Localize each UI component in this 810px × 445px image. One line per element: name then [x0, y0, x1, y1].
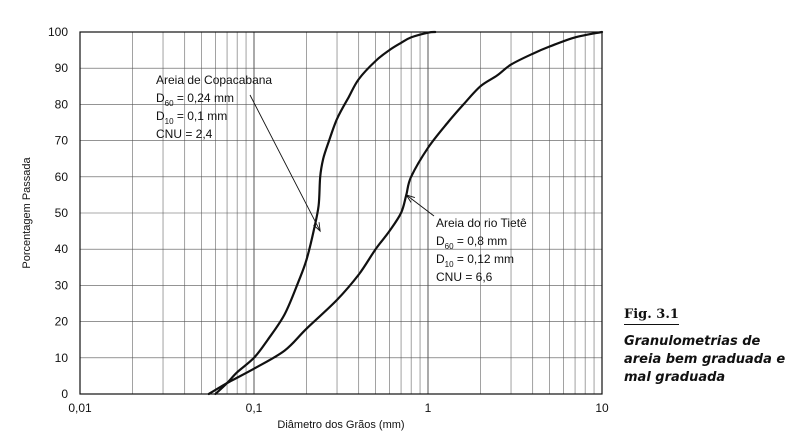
series-lines [207, 30, 604, 396]
annotation-line: D60 = 0,24 mm [156, 91, 234, 108]
y-axis-title: Porcentagem Passada [21, 156, 33, 268]
plot-frame [79, 31, 603, 395]
x-tick-label: 0,01 [68, 401, 92, 415]
x-tick-label: 1 [425, 401, 432, 415]
y-tick-label: 70 [55, 134, 69, 148]
y-tick-label: 0 [61, 387, 68, 401]
annotation-line: D10 = 0,1 mm [156, 109, 227, 126]
figure-number: Fig. 3.1 [624, 307, 679, 325]
annotation-line: Areia do rio Tietê [436, 216, 527, 230]
x-tick-labels: 0,01 0,1 1 10 [68, 401, 609, 415]
series-tiete-line [207, 30, 604, 396]
y-tick-labels: 0 10 20 30 40 50 60 70 80 90 100 [48, 25, 68, 401]
y-tick-label: 10 [55, 351, 69, 365]
annotation-line: D60 = 0,8 mm [436, 234, 507, 251]
annotation-arrow [249, 94, 321, 232]
y-tick-label: 40 [55, 242, 69, 256]
y-tick-label: 50 [55, 206, 69, 220]
y-tick-label: 80 [55, 97, 69, 111]
annotation-line: D10 = 0,12 mm [436, 252, 514, 269]
arrow-head [313, 222, 321, 233]
series-copacabana-line [214, 30, 437, 396]
annotation-line: CNU = 6,6 [436, 270, 493, 284]
y-tick-label: 100 [48, 25, 68, 39]
x-axis-title: Diâmetro dos Grãos (mm) [277, 419, 404, 431]
y-tick-label: 20 [55, 315, 69, 329]
y-tick-label: 90 [55, 61, 69, 75]
figure-caption-text: Granulometrias de areia bem graduada e m… [624, 334, 786, 385]
annotation-line: Areia de Copacabana [156, 73, 272, 87]
annotation-line: CNU = 2,4 [156, 127, 213, 141]
x-tick-label: 10 [595, 401, 609, 415]
y-tick-label: 60 [55, 170, 69, 184]
annotation-arrow [405, 194, 435, 217]
figure-caption: Fig. 3.1 Granulometrias de areia bem gra… [624, 305, 804, 387]
y-tick-label: 30 [55, 278, 69, 292]
x-tick-label: 0,1 [246, 401, 263, 415]
arrow-head [405, 194, 415, 203]
